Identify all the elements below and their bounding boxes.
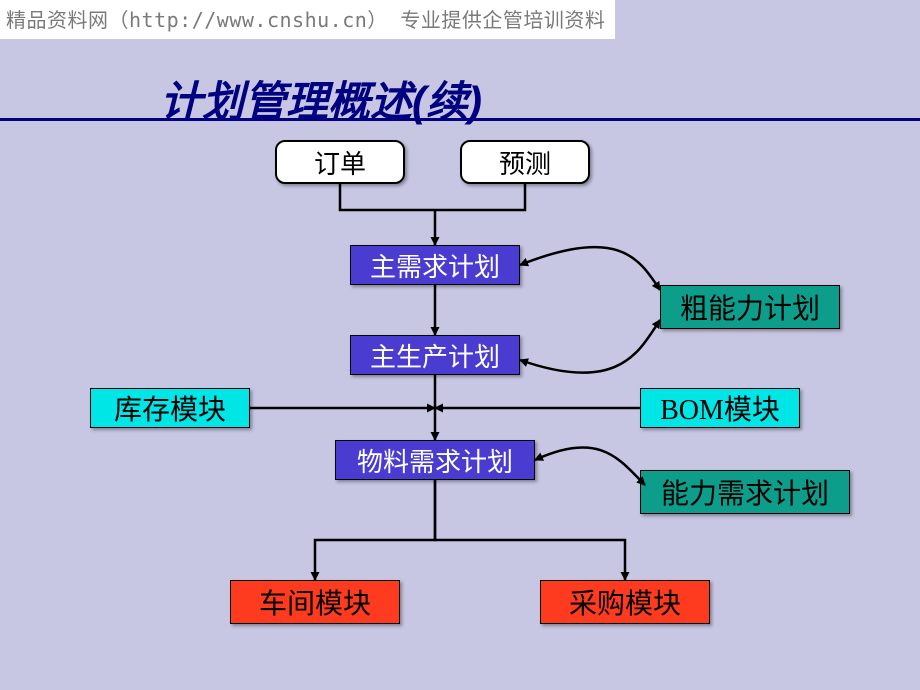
node-mrp: 物料需求计划 <box>335 440 535 480</box>
node-purch: 采购模块 <box>540 580 710 624</box>
node-inv: 库存模块 <box>90 388 250 428</box>
node-crp: 能力需求计划 <box>640 470 850 514</box>
node-forecast: 预测 <box>460 140 590 184</box>
node-mdp-label: 主需求计划 <box>370 247 500 284</box>
node-bom: BOM模块 <box>640 388 800 428</box>
node-order: 订单 <box>275 140 405 184</box>
node-mps: 主生产计划 <box>350 335 520 375</box>
node-mps-label: 主生产计划 <box>370 337 500 374</box>
node-bom-label: BOM模块 <box>660 388 780 428</box>
node-shop-label: 车间模块 <box>259 582 371 622</box>
title-underline <box>0 118 920 121</box>
watermark-bar: 精品资料网（http://www.cnshu.cn） 专业提供企管培训资料 <box>0 0 615 39</box>
node-mdp: 主需求计划 <box>350 245 520 285</box>
watermark-text: 精品资料网（http://www.cnshu.cn） 专业提供企管培训资料 <box>6 8 605 32</box>
node-inv-label: 库存模块 <box>114 388 226 428</box>
node-forecast-label: 预测 <box>499 144 551 181</box>
node-purch-label: 采购模块 <box>569 582 681 622</box>
node-rcc-label: 粗能力计划 <box>680 287 820 327</box>
node-crp-label: 能力需求计划 <box>661 472 829 512</box>
node-mrp-label: 物料需求计划 <box>357 442 513 479</box>
node-shop: 车间模块 <box>230 580 400 624</box>
node-rcc: 粗能力计划 <box>660 285 840 329</box>
node-order-label: 订单 <box>314 144 366 181</box>
